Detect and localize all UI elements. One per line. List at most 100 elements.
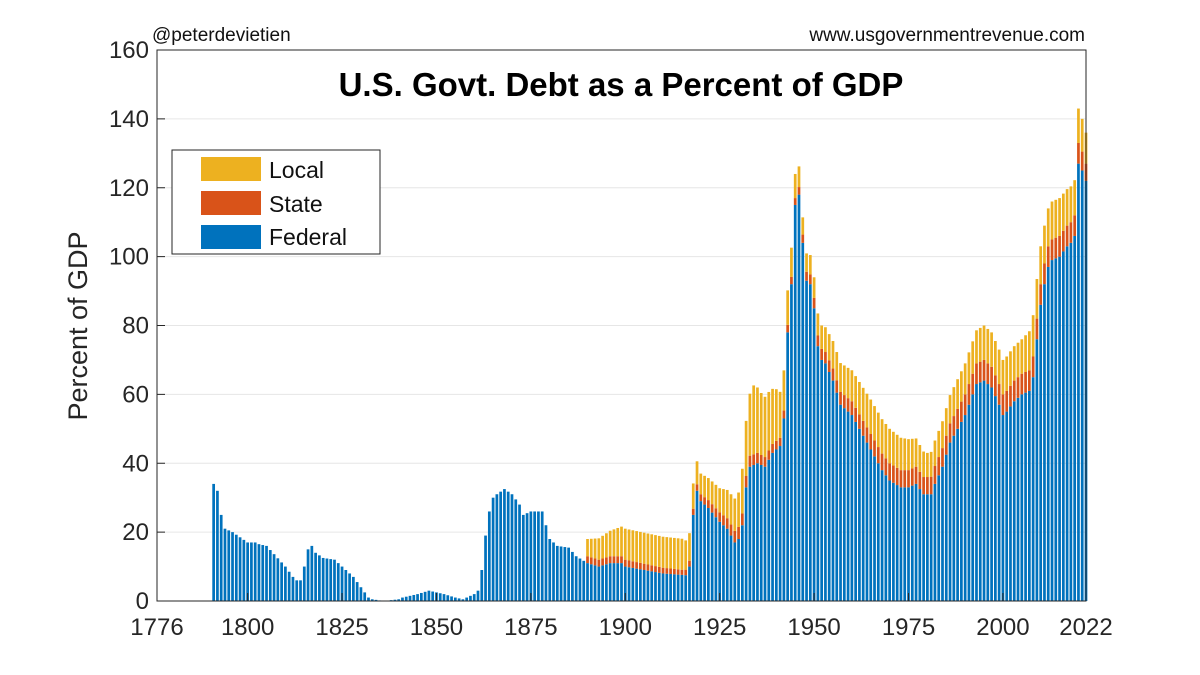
bar-federal (491, 497, 495, 601)
bar-federal (673, 574, 676, 601)
bar-local (608, 530, 612, 557)
bar-local (767, 391, 771, 451)
bar-federal (620, 563, 623, 601)
bar-state (793, 198, 797, 205)
bar-federal (846, 411, 850, 601)
bar-federal (948, 442, 952, 601)
bar-year-1818 (314, 552, 317, 601)
bar-state (1012, 380, 1016, 402)
bar-state (790, 276, 793, 285)
bar-year-1845 (416, 594, 419, 601)
bar-federal (465, 597, 469, 601)
bar-state (876, 447, 880, 464)
bar-year-1816 (306, 549, 310, 601)
bar-year-1878 (540, 511, 544, 601)
bar-year-1894 (601, 535, 604, 601)
bar-federal (446, 595, 450, 601)
bar-federal (703, 504, 706, 601)
bar-federal (348, 573, 351, 601)
bar-year-1865 (491, 497, 495, 601)
bar-local (922, 451, 925, 478)
bar-federal (1080, 170, 1084, 601)
bar-state (1054, 237, 1058, 259)
bar-local (986, 328, 990, 364)
bar-state (827, 360, 831, 372)
bar-state (778, 437, 782, 447)
bar-local (759, 392, 763, 455)
bar-year-1820 (321, 557, 325, 601)
bar-year-1910 (661, 536, 665, 601)
bar-state (691, 508, 695, 515)
bar-federal (472, 594, 476, 601)
bar-local (1054, 199, 1058, 238)
bar-year-2019 (1073, 180, 1077, 601)
bar-year-1977 (914, 438, 918, 601)
bar-year-1843 (408, 595, 412, 601)
bar-federal (314, 552, 317, 601)
y-tick-label: 160 (109, 37, 149, 64)
bar-state (680, 569, 684, 575)
bar-state (763, 457, 767, 467)
bar-year-1808 (276, 558, 280, 601)
bar-federal (442, 594, 446, 601)
bar-local (737, 492, 740, 527)
bar-federal (438, 593, 442, 601)
bar-year-1994 (978, 327, 982, 601)
bar-year-1897 (612, 529, 616, 601)
bar-local (1046, 208, 1050, 247)
bar-federal (714, 517, 718, 601)
bar-year-1924 (714, 484, 718, 601)
bar-local (952, 387, 956, 417)
bar-state (1039, 284, 1043, 305)
bar-year-1954 (827, 334, 831, 601)
bar-state (975, 363, 978, 385)
bar-year-1814 (299, 580, 302, 601)
bar-local (703, 475, 706, 498)
bar-federal (250, 542, 253, 601)
bar-year-1828 (352, 576, 355, 601)
bar-year-1880 (548, 539, 552, 601)
bar-federal (831, 380, 835, 601)
bar-local (1043, 225, 1046, 264)
bar-local (639, 531, 642, 563)
chart-title: U.S. Govt. Debt as a Percent of GDP (339, 66, 904, 103)
bar-state (1024, 371, 1027, 393)
bar-year-1806 (268, 550, 272, 601)
bar-local (914, 438, 918, 467)
bar-federal (801, 242, 805, 601)
bar-year-1945 (793, 173, 797, 601)
bar-year-1927 (725, 489, 729, 601)
bar-year-1893 (597, 538, 601, 601)
bar-year-1932 (744, 420, 748, 601)
bar-federal (933, 483, 937, 601)
bar-state (729, 524, 733, 536)
bar-local (650, 534, 654, 566)
bar-state (661, 567, 665, 574)
bar-year-1926 (722, 489, 725, 601)
bar-federal (944, 454, 948, 601)
bar-year-1974 (903, 438, 907, 601)
bar-year-1925 (718, 488, 722, 601)
bar-year-1827 (348, 573, 351, 601)
bar-year-1834 (374, 599, 378, 601)
bar-federal (272, 554, 276, 601)
bar-local (661, 536, 665, 568)
bar-federal (994, 396, 997, 601)
bar-federal (722, 525, 725, 601)
bar-federal (839, 404, 842, 601)
bar-state (854, 407, 857, 422)
bar-federal (276, 558, 280, 601)
bar-federal (997, 404, 1001, 601)
bar-federal (431, 591, 435, 601)
bar-federal (227, 530, 231, 601)
bar-state (944, 435, 948, 455)
bar-local (1001, 359, 1005, 395)
bar-year-1963 (861, 387, 865, 601)
bar-state (589, 557, 593, 565)
bar-state (654, 566, 657, 573)
bar-year-1881 (552, 542, 555, 601)
bar-federal (355, 582, 359, 601)
bar-state (676, 569, 680, 575)
bar-state (929, 476, 933, 495)
bar-state (997, 384, 1001, 405)
